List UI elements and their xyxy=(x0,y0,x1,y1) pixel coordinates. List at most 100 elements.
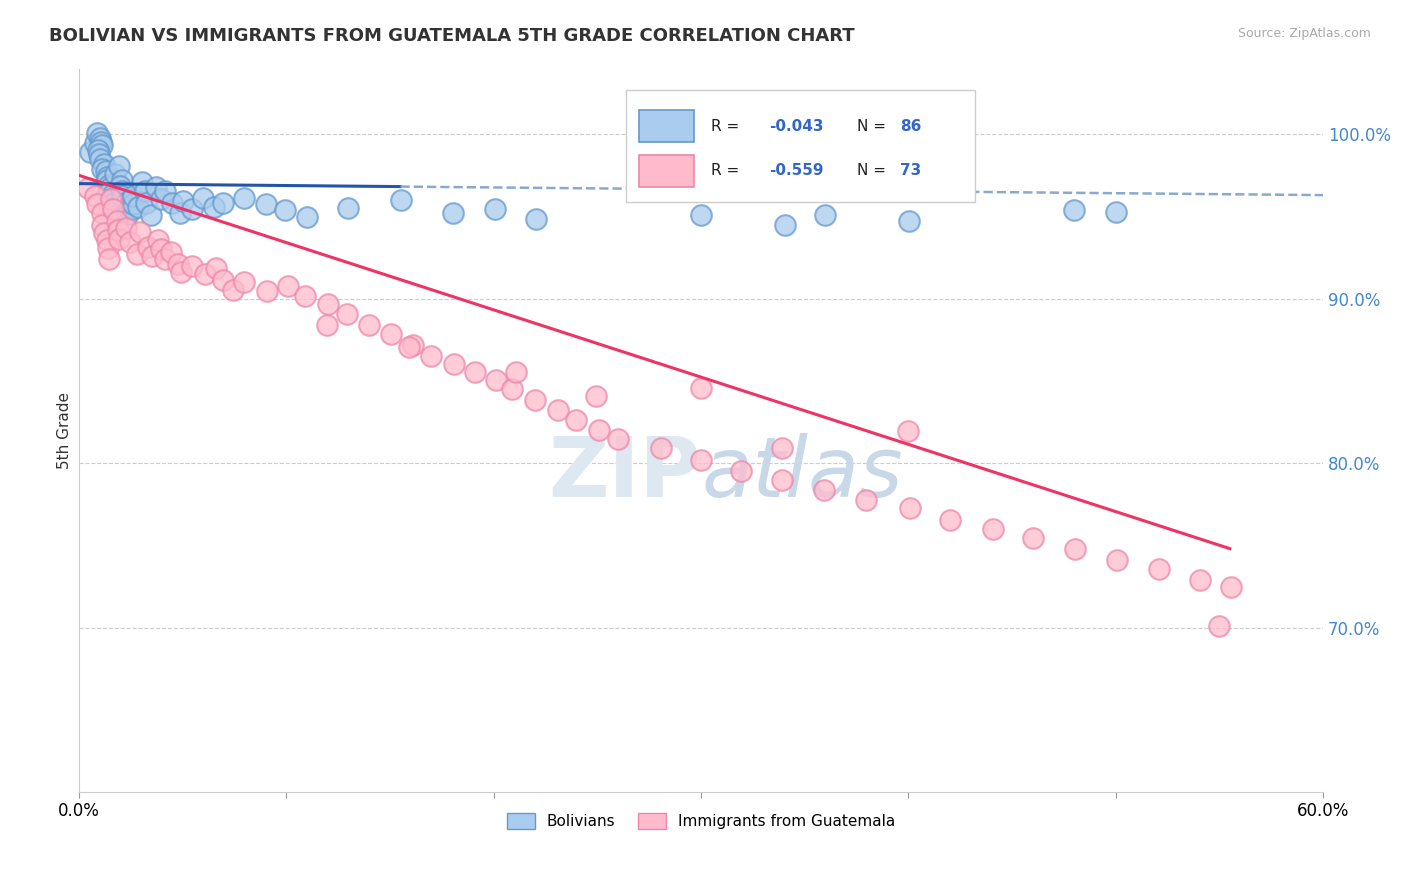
Point xyxy=(441,206,464,220)
Point xyxy=(505,365,527,379)
Point xyxy=(86,126,108,140)
Point xyxy=(136,240,159,254)
Point xyxy=(101,202,124,216)
Point xyxy=(98,252,121,266)
Point xyxy=(167,257,190,271)
Point xyxy=(89,152,111,166)
Point xyxy=(607,432,630,446)
Point xyxy=(277,279,299,293)
Point xyxy=(897,214,920,228)
Point xyxy=(101,186,124,201)
Point xyxy=(91,161,114,176)
Point xyxy=(141,208,163,222)
Y-axis label: 5th Grade: 5th Grade xyxy=(58,392,72,468)
Point xyxy=(96,233,118,247)
Point xyxy=(814,208,837,222)
Point xyxy=(1208,619,1230,633)
Point xyxy=(89,131,111,145)
Point xyxy=(121,202,143,217)
Point xyxy=(96,173,118,187)
Point xyxy=(524,212,547,227)
Point xyxy=(131,175,153,189)
Point xyxy=(90,138,112,153)
Point xyxy=(274,202,297,217)
Point xyxy=(90,218,112,232)
Point xyxy=(86,197,108,211)
Text: N =: N = xyxy=(856,163,890,178)
Point xyxy=(135,196,157,211)
Point xyxy=(294,289,316,303)
FancyBboxPatch shape xyxy=(627,90,974,202)
Text: BOLIVIAN VS IMMIGRANTS FROM GUATEMALA 5TH GRADE CORRELATION CHART: BOLIVIAN VS IMMIGRANTS FROM GUATEMALA 5T… xyxy=(49,27,855,45)
Text: R =: R = xyxy=(711,163,744,178)
Point xyxy=(90,135,112,149)
Point xyxy=(87,147,110,161)
Point xyxy=(316,297,339,311)
Legend: Bolivians, Immigrants from Guatemala: Bolivians, Immigrants from Guatemala xyxy=(501,806,901,835)
Point xyxy=(588,423,610,437)
Point xyxy=(1220,580,1243,594)
Point xyxy=(254,196,277,211)
Point xyxy=(134,184,156,198)
Text: -0.043: -0.043 xyxy=(769,119,824,134)
Text: ZIP: ZIP xyxy=(548,434,702,514)
Point xyxy=(1189,573,1212,587)
Point xyxy=(212,195,235,210)
Point xyxy=(145,180,167,194)
Text: 73: 73 xyxy=(900,163,921,178)
Point xyxy=(1022,531,1045,545)
Point xyxy=(108,178,131,193)
Point xyxy=(100,193,122,207)
Point xyxy=(111,173,134,187)
Point xyxy=(121,197,143,211)
Point xyxy=(204,261,226,276)
Point xyxy=(256,285,278,299)
Point xyxy=(690,381,713,395)
Point xyxy=(402,338,425,352)
Point xyxy=(169,206,191,220)
Point xyxy=(93,156,115,170)
Point xyxy=(155,184,177,198)
Point xyxy=(389,193,412,207)
Point xyxy=(103,201,125,215)
Point xyxy=(160,244,183,259)
Point xyxy=(111,189,134,203)
Point xyxy=(103,196,125,211)
Point xyxy=(547,402,569,417)
Point xyxy=(107,223,129,237)
Point xyxy=(221,283,243,297)
Point xyxy=(813,483,835,498)
Point xyxy=(419,349,441,363)
Point xyxy=(170,265,193,279)
Point xyxy=(773,218,796,232)
Point xyxy=(689,208,711,222)
Point xyxy=(93,226,115,240)
Point xyxy=(100,192,122,206)
Point xyxy=(141,249,163,263)
Point xyxy=(83,136,105,151)
Point xyxy=(484,373,506,387)
Point xyxy=(232,191,254,205)
Point xyxy=(90,206,112,220)
Point xyxy=(585,389,607,403)
Point xyxy=(110,184,132,198)
Point xyxy=(336,307,359,321)
Point xyxy=(180,259,202,273)
FancyBboxPatch shape xyxy=(638,155,693,187)
Point xyxy=(100,179,122,194)
Point xyxy=(96,169,118,184)
Point xyxy=(87,143,110,157)
Point xyxy=(77,180,100,194)
Point xyxy=(295,211,318,225)
Point xyxy=(172,194,194,208)
Point xyxy=(855,492,877,507)
Point xyxy=(939,513,962,527)
Point xyxy=(79,145,101,160)
Point xyxy=(212,273,235,287)
Point xyxy=(150,192,173,206)
Point xyxy=(565,412,588,426)
Point xyxy=(117,207,139,221)
Text: Source: ZipAtlas.com: Source: ZipAtlas.com xyxy=(1237,27,1371,40)
Text: -0.559: -0.559 xyxy=(769,163,824,178)
Point xyxy=(1064,542,1087,557)
